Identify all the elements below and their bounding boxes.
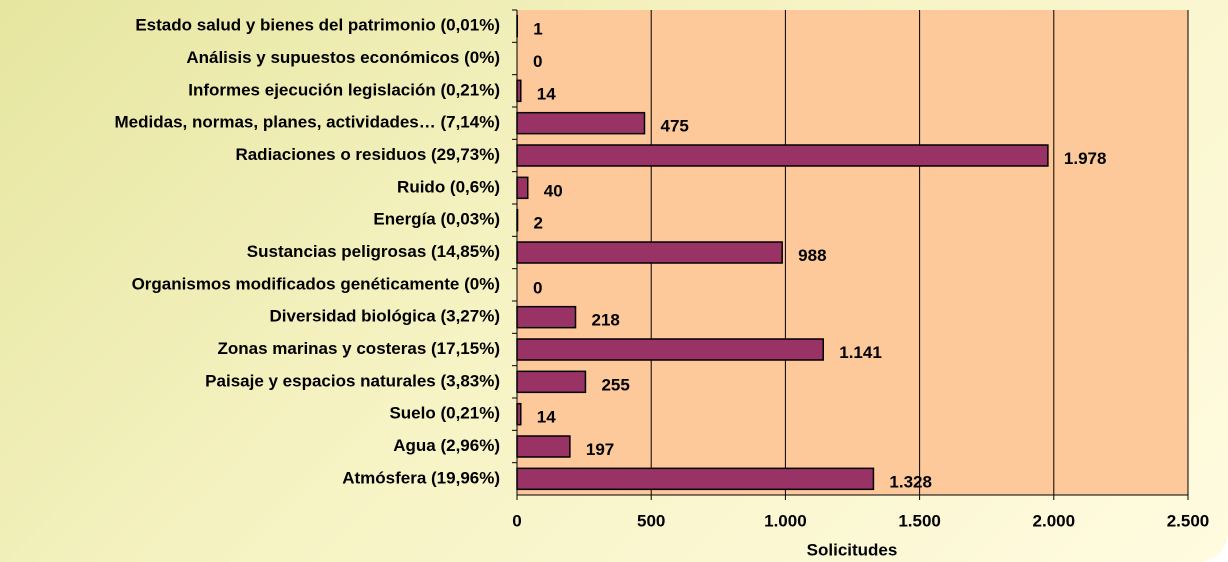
y-tick-label: Diversidad biológica (3,27%) <box>269 307 500 326</box>
value-label: 1.328 <box>889 472 932 491</box>
value-label: 1.978 <box>1064 149 1107 168</box>
value-label: 988 <box>798 246 826 265</box>
x-tick-label: 500 <box>637 511 665 530</box>
bar <box>516 241 783 264</box>
bar <box>516 79 522 103</box>
y-tick-label: Agua (2,96%) <box>393 436 500 455</box>
y-tick-label: Suelo (0,21%) <box>389 404 500 423</box>
bar <box>516 305 577 329</box>
bar <box>516 402 522 426</box>
value-label: 197 <box>586 440 614 459</box>
value-label: 14 <box>537 408 556 427</box>
y-tick-label: Atmósfera (19,96%) <box>342 468 500 487</box>
value-label: 1 <box>533 20 542 39</box>
value-label: 475 <box>660 117 688 136</box>
y-tick-label: Zonas marinas y costeras (17,15%) <box>217 339 500 358</box>
value-label: 2 <box>534 214 543 233</box>
x-tick-label: 2.000 <box>1033 511 1076 530</box>
bar <box>516 144 1049 167</box>
value-label: 255 <box>601 375 629 394</box>
y-tick-label: Sustancias peligrosas (14,85%) <box>247 242 500 261</box>
value-label: 40 <box>544 181 563 200</box>
bar <box>516 467 875 491</box>
value-label: 0 <box>533 52 542 71</box>
bar <box>516 208 519 232</box>
y-tick-label: Organismos modificados genéticamente (0%… <box>132 274 500 293</box>
y-tick-label: Estado salud y bienes del patrimonio (0,… <box>135 16 500 35</box>
y-tick-label: Medidas, normas, planes, actividades… (7… <box>115 113 500 132</box>
x-tick-label: 1.500 <box>898 511 941 530</box>
y-tick-label: Paisaje y espacios naturales (3,83%) <box>205 371 500 390</box>
bar <box>516 370 587 394</box>
x-tick-label: 0 <box>512 511 521 530</box>
bar <box>516 111 646 135</box>
bar <box>516 435 571 458</box>
y-tick-label: Radiaciones o residuos (29,73%) <box>235 145 500 164</box>
y-tick-label: Informes ejecución legislación (0,21%) <box>188 80 500 99</box>
value-label: 0 <box>533 278 542 297</box>
value-label: 1.141 <box>839 343 882 362</box>
y-tick-label: Energía (0,03%) <box>373 210 500 229</box>
bar <box>516 176 529 200</box>
value-label: 218 <box>592 311 620 330</box>
x-axis-title: Solicitudes <box>807 540 898 559</box>
value-label: 14 <box>537 84 556 103</box>
y-tick-label: Análisis y supuestos económicos (0%) <box>186 48 500 67</box>
y-tick-label: Ruido (0,6%) <box>397 177 500 196</box>
x-tick-label: 2.500 <box>1167 511 1210 530</box>
x-tick-label: 1.000 <box>764 511 807 530</box>
bar <box>516 338 824 361</box>
